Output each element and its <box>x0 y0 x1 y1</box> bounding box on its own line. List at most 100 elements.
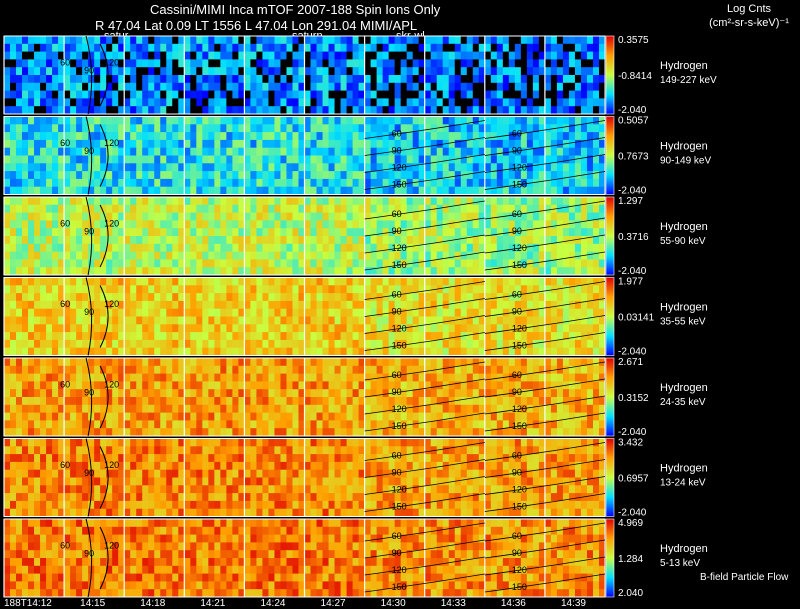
pitch-label: 60 <box>60 219 70 229</box>
panel-2: 60 90 120 60 90 120 150 60 90 120 150 0.5057 0.7673 -… <box>3 116 711 197</box>
pitch-label: 60 <box>512 129 522 139</box>
pitch-label: 60 <box>512 451 522 461</box>
x-tick-label: 14:33 <box>441 598 466 609</box>
pitch-label: 90 <box>392 226 402 236</box>
pitch-label: 120 <box>392 324 407 334</box>
panel-4: 60 90 120 60 90 120 150 60 90 120 150 1.977 0.03141 -… <box>3 277 708 358</box>
species-label: Hydrogen <box>660 221 708 233</box>
species-label: Hydrogen <box>660 463 708 475</box>
pitch-label: 150 <box>512 421 527 431</box>
species-label: Hydrogen <box>660 382 708 394</box>
pitch-label: 120 <box>392 163 407 173</box>
panel-frame <box>3 277 606 356</box>
panel-5-cells <box>4 358 606 437</box>
pitch-label: 90 <box>512 548 522 558</box>
pitch-label: 150 <box>392 180 407 190</box>
colorbar-7 <box>605 518 615 598</box>
pitch-label: 90 <box>392 307 402 317</box>
energy-label: 5-13 keV <box>660 558 700 569</box>
colorbar-tick-label: -0.8414 <box>618 71 652 82</box>
colorbar-1 <box>605 35 615 115</box>
pitch-label: 90 <box>392 387 402 397</box>
colorbar-tick-label: 4.969 <box>618 518 643 529</box>
pitch-label: 150 <box>392 582 407 592</box>
pitch-label: 90 <box>84 307 94 317</box>
colorbar-tick-label: -2.040 <box>618 427 647 438</box>
species-label: Hydrogen <box>660 302 708 314</box>
panel-frame <box>3 357 606 437</box>
pitch-label: 150 <box>392 421 407 431</box>
panel-7: 60 90 120 60 90 120 150 60 90 120 150 4.969 1.284 2.0… <box>3 518 708 599</box>
pitch-label: 60 <box>60 541 70 551</box>
species-label: Hydrogen <box>660 141 708 153</box>
colorbar-6 <box>605 438 615 517</box>
pitch-label: 90 <box>84 548 94 558</box>
pitch-label: 120 <box>392 243 407 253</box>
x-tick-label: 14:36 <box>501 598 526 609</box>
pitch-label: 120 <box>512 485 527 495</box>
pitch-label: 90 <box>512 226 522 236</box>
panel-frame <box>3 518 606 598</box>
panel-6-contours: 60 90 120 60 90 120 150 60 90 120 150 <box>60 438 606 517</box>
pitch-label: 120 <box>104 541 119 551</box>
colorbar-tick-label: 1.284 <box>618 554 643 565</box>
pitch-label: 120 <box>392 404 407 414</box>
colorbar-tick-label: 0.7673 <box>618 152 649 163</box>
panel-7-cells <box>4 519 606 598</box>
species-label: Hydrogen <box>660 543 708 555</box>
colorbar-tick-label: 2.040 <box>618 588 643 599</box>
pitch-label: 60 <box>392 290 402 300</box>
colorbar-tick-label: 0.6957 <box>618 474 649 485</box>
pitch-label: 90 <box>512 387 522 397</box>
pitch-label: 90 <box>512 468 522 478</box>
colorbar-tick-label: -2.040 <box>618 105 647 116</box>
pitch-label: 90 <box>84 226 94 236</box>
x-tick-label: 14:30 <box>381 598 406 609</box>
colorbar-tick-label: -2.040 <box>618 347 647 358</box>
panel-frame <box>3 196 606 276</box>
pitch-label: 60 <box>392 209 402 219</box>
pitch-label: 150 <box>392 502 407 512</box>
pitch-label: 120 <box>512 565 527 575</box>
pitch-label: 150 <box>512 341 527 351</box>
pitch-label: 60 <box>392 451 402 461</box>
pitch-label: 120 <box>104 299 119 309</box>
pitch-label: 90 <box>392 146 402 156</box>
colorbar-tick-label: 0.3716 <box>618 232 649 243</box>
panel-7-contours: 60 90 120 60 90 120 150 60 90 120 150 <box>60 518 606 598</box>
pitch-label: 150 <box>512 180 527 190</box>
x-tick-label: 188T14:12 <box>4 598 52 609</box>
pitch-label: 120 <box>104 460 119 470</box>
pitch-label: 120 <box>392 485 407 495</box>
pitch-label: 60 <box>60 460 70 470</box>
pitch-label: 150 <box>512 502 527 512</box>
pitch-label: 150 <box>512 582 527 592</box>
x-tick-label: 14:15 <box>80 598 105 609</box>
panel-1-contours: 60 90 120 <box>60 35 119 115</box>
colorbar-4 <box>605 277 615 356</box>
pitch-label: 60 <box>60 58 70 68</box>
panel-3: 60 90 120 60 90 120 150 60 90 120 150 1.297 0.3716 -2… <box>3 196 708 277</box>
pitch-label: 60 <box>512 531 522 541</box>
colorbar-title: Log Cnts <box>726 3 772 15</box>
energy-label: 55-90 keV <box>660 236 706 247</box>
pitch-label: 90 <box>392 548 402 558</box>
colorbar-tick-label: 1.297 <box>618 196 643 207</box>
energy-label: 149-227 keV <box>660 75 717 86</box>
x-tick-label: 14:27 <box>321 598 346 609</box>
colorbar-tick-label: 0.5057 <box>618 116 649 127</box>
panel-frame <box>3 116 606 195</box>
panel-5: 60 90 120 60 90 120 150 60 90 120 150 2.671 0.3152 -2… <box>3 357 708 438</box>
panel-3-contours: 60 90 120 60 90 120 150 60 90 120 150 <box>60 196 606 276</box>
panel-frame <box>3 438 606 517</box>
panel-4-cells <box>4 277 606 356</box>
pitch-label: 60 <box>392 370 402 380</box>
pitch-label: 90 <box>512 307 522 317</box>
pitch-label: 60 <box>512 290 522 300</box>
pitch-label: 90 <box>392 468 402 478</box>
pitch-label: 120 <box>104 138 119 148</box>
pitch-label: 150 <box>392 341 407 351</box>
chart-subtitle: R 47.04 Lat 0.09 LT 1556 L 47.04 Lon 291… <box>95 18 418 33</box>
footer-label: B-field Particle Flow <box>700 572 789 583</box>
